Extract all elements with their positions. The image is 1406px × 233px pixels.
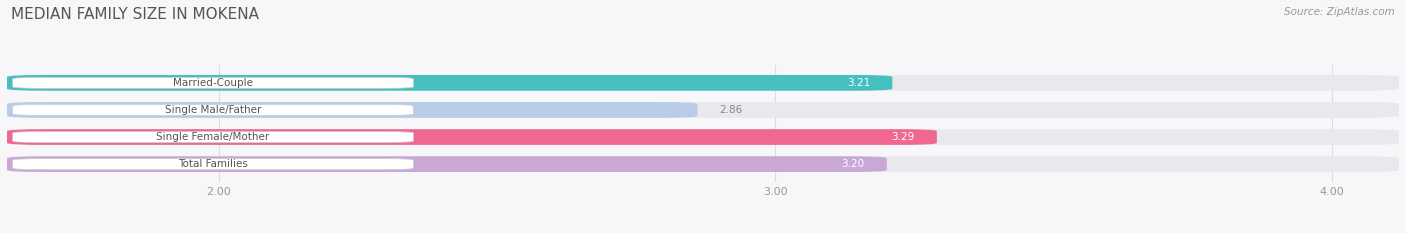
FancyBboxPatch shape xyxy=(7,102,697,118)
FancyBboxPatch shape xyxy=(7,156,887,172)
Text: Single Male/Father: Single Male/Father xyxy=(165,105,262,115)
Text: 2.86: 2.86 xyxy=(720,105,742,115)
Text: MEDIAN FAMILY SIZE IN MOKENA: MEDIAN FAMILY SIZE IN MOKENA xyxy=(11,7,259,22)
FancyBboxPatch shape xyxy=(13,159,413,170)
FancyBboxPatch shape xyxy=(7,75,893,91)
Text: 3.29: 3.29 xyxy=(891,132,914,142)
FancyBboxPatch shape xyxy=(7,75,1399,91)
FancyBboxPatch shape xyxy=(13,132,413,143)
Text: Married-Couple: Married-Couple xyxy=(173,78,253,88)
FancyBboxPatch shape xyxy=(13,77,413,88)
Text: Total Families: Total Families xyxy=(179,159,247,169)
FancyBboxPatch shape xyxy=(7,102,1399,118)
FancyBboxPatch shape xyxy=(7,156,1399,172)
FancyBboxPatch shape xyxy=(7,129,1399,145)
Text: 3.21: 3.21 xyxy=(846,78,870,88)
FancyBboxPatch shape xyxy=(13,104,413,115)
FancyBboxPatch shape xyxy=(7,129,936,145)
Text: Source: ZipAtlas.com: Source: ZipAtlas.com xyxy=(1284,7,1395,17)
Text: 3.20: 3.20 xyxy=(841,159,865,169)
Text: Single Female/Mother: Single Female/Mother xyxy=(156,132,270,142)
